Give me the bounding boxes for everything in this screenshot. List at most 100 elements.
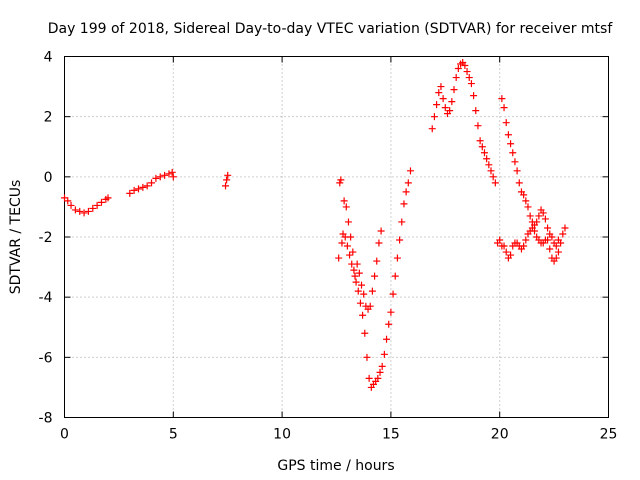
data-point: [478, 143, 486, 151]
data-point: [352, 278, 360, 286]
data-point: [548, 233, 556, 241]
data-point: [446, 107, 454, 115]
data-point: [168, 168, 176, 176]
data-point: [344, 218, 352, 226]
data-point: [554, 248, 562, 256]
data-point: [375, 239, 383, 247]
data-point: [169, 173, 177, 181]
data-point: [502, 119, 510, 127]
data-point: [148, 179, 156, 187]
data-point: [156, 173, 164, 181]
data-point: [485, 161, 493, 169]
data-point: [361, 329, 369, 337]
data-point: [526, 212, 534, 220]
data-point: [400, 200, 408, 208]
data-point: [439, 95, 447, 103]
data-point: [143, 182, 151, 190]
data-point: [380, 350, 388, 358]
data-point: [515, 179, 523, 187]
data-point: [349, 248, 357, 256]
data-point: [544, 224, 552, 232]
data-point: [354, 287, 362, 295]
x-axis-label: GPS time / hours: [277, 458, 394, 474]
data-point: [338, 239, 346, 247]
data-point: [358, 281, 366, 289]
data-point: [430, 113, 438, 121]
data-point: [64, 197, 72, 205]
data-point: [476, 137, 484, 145]
data-point: [396, 236, 404, 244]
y-tick-label: -8: [39, 411, 53, 427]
x-tick-label: 0: [60, 427, 69, 443]
tick-layer: 0 5 10 15 20 25 -8 -6 -4 -2 0 2 4: [39, 50, 618, 443]
data-point: [441, 104, 449, 112]
y-tick-label: -2: [39, 230, 53, 246]
data-point: [454, 65, 462, 73]
data-point: [520, 242, 528, 250]
data-point: [93, 201, 101, 209]
data-point: [491, 179, 499, 187]
data-point: [465, 74, 473, 82]
data-point: [552, 242, 560, 250]
y-tick-label: -6: [39, 350, 53, 366]
data-point: [480, 149, 488, 157]
data-point: [500, 104, 508, 112]
y-tick-label: -4: [39, 290, 53, 306]
chart-title: Day 199 of 2018, Sidereal Day-to-day VTE…: [48, 21, 614, 37]
data-point: [433, 101, 441, 109]
data-point: [223, 176, 231, 184]
y-tick-label: 2: [44, 110, 53, 126]
data-point: [97, 198, 105, 206]
data-point: [343, 242, 351, 250]
data-point: [385, 320, 393, 328]
data-point: [507, 140, 515, 148]
data-point: [535, 212, 543, 220]
data-point: [531, 227, 539, 235]
data-point: [359, 311, 367, 319]
data-point: [461, 62, 469, 70]
data-point: [61, 194, 68, 202]
data-point: [472, 107, 480, 115]
grid-layer: [64, 56, 609, 418]
data-point: [383, 335, 391, 343]
data-point: [356, 299, 364, 307]
data-point: [507, 251, 515, 259]
data-point: [559, 230, 567, 238]
data-point: [165, 170, 173, 178]
data-point: [76, 207, 84, 215]
data-point: [520, 191, 528, 199]
data-point: [402, 188, 410, 196]
data-point: [539, 209, 547, 217]
data-point: [474, 122, 482, 130]
data-point: [391, 272, 399, 280]
data-point: [360, 290, 368, 298]
data-point: [387, 308, 395, 316]
y-tick-label: 4: [44, 50, 53, 66]
data-point: [161, 171, 169, 179]
data-point: [428, 125, 436, 133]
x-tick-label: 15: [382, 427, 400, 443]
data-point: [435, 89, 443, 97]
data-point: [463, 68, 471, 76]
data-point: [544, 236, 552, 244]
data-point: [134, 185, 142, 193]
data-point: [355, 269, 363, 277]
data-point: [513, 167, 521, 175]
data-layer: [61, 59, 569, 391]
data-point: [470, 92, 478, 100]
data-point: [224, 171, 232, 179]
data-point: [509, 149, 517, 157]
data-point: [546, 245, 554, 253]
data-point: [377, 227, 385, 235]
data-point: [398, 218, 406, 226]
data-point: [347, 233, 355, 241]
x-tick-label: 5: [169, 427, 178, 443]
data-point: [363, 353, 371, 361]
data-point: [368, 287, 376, 295]
data-point: [452, 74, 460, 82]
data-point: [511, 158, 519, 166]
data-point: [533, 218, 541, 226]
x-tick-label: 10: [273, 427, 291, 443]
